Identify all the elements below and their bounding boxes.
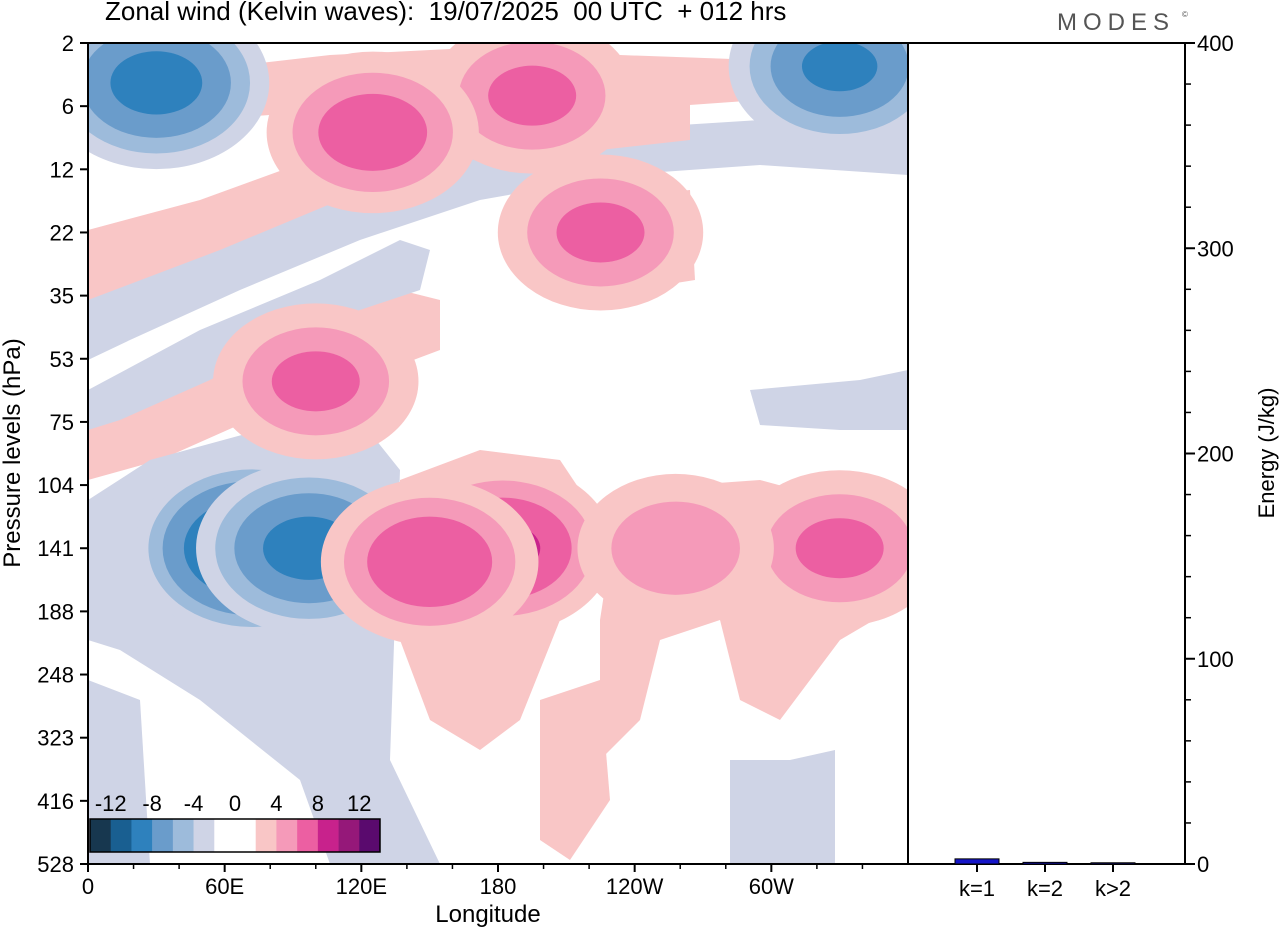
x-tick-label: 120E bbox=[336, 874, 387, 899]
y-axis-label: Pressure levels (hPa) bbox=[0, 338, 26, 567]
positive-anomaly-contour bbox=[271, 351, 360, 412]
energy-bar bbox=[1090, 862, 1136, 865]
energy-tick-label: 400 bbox=[1197, 31, 1234, 56]
colorbar-swatch bbox=[297, 819, 319, 852]
bar-category-label: k=2 bbox=[1027, 876, 1063, 901]
positive-anomaly-contour bbox=[795, 518, 884, 579]
y-tick-label: 53 bbox=[50, 347, 74, 372]
colorbar-swatch bbox=[276, 819, 298, 852]
y-tick-label: 75 bbox=[50, 410, 74, 435]
energy-tick-label: 300 bbox=[1197, 236, 1234, 261]
colorbar-swatch bbox=[214, 819, 236, 852]
positive-anomaly-contour bbox=[611, 501, 740, 595]
energy-bar-axes: 0 100 200 300 400 Energy (J/kg) k=1 k=2 k>2 bbox=[908, 31, 1279, 901]
brand-copyright-mark: © bbox=[1182, 10, 1188, 19]
energy-axis-label: Energy (J/kg) bbox=[1254, 388, 1279, 519]
y-tick-label: 141 bbox=[37, 536, 74, 561]
energy-tick-label: 200 bbox=[1197, 442, 1234, 467]
colorbar-swatch bbox=[131, 819, 153, 852]
positive-anomaly-contour bbox=[488, 65, 577, 126]
colorbar-swatch bbox=[152, 819, 174, 852]
contour-band bbox=[750, 370, 908, 430]
colorbar-swatch bbox=[235, 819, 257, 852]
bar-category-label: k=1 bbox=[959, 876, 995, 901]
x-tick-label: 120W bbox=[606, 874, 664, 899]
x-tick-label: 0 bbox=[82, 874, 94, 899]
colorbar-tick-label: 0 bbox=[229, 791, 241, 816]
colorbar-frame bbox=[89, 818, 381, 853]
colorbar-tick-label: 8 bbox=[312, 791, 324, 816]
y-tick-label: 323 bbox=[37, 726, 74, 751]
negative-anomaly-contour bbox=[110, 51, 203, 115]
colorbar-swatch bbox=[110, 819, 132, 852]
y-tick-label: 188 bbox=[37, 599, 74, 624]
positive-anomaly-contour bbox=[318, 93, 428, 171]
positive-anomaly-contour bbox=[556, 202, 645, 263]
colorbar-swatch bbox=[359, 819, 381, 852]
x-axis-label: Longitude bbox=[435, 901, 540, 928]
colorbar-tick-label: -8 bbox=[142, 791, 162, 816]
x-tick-label: 60W bbox=[749, 874, 794, 899]
negative-anomaly-contour bbox=[801, 43, 878, 92]
brand-logo: MODES bbox=[1057, 9, 1176, 36]
y-tick-label: 35 bbox=[50, 284, 74, 309]
chart-title: Zonal wind (Kelvin waves): 19/07/2025 00… bbox=[105, 0, 787, 26]
energy-bar bbox=[954, 858, 1000, 865]
colorbar-swatch bbox=[193, 819, 215, 852]
heatmap-field bbox=[88, 43, 908, 864]
y-tick-label: 22 bbox=[50, 220, 74, 245]
colorbar-tick-label: -12 bbox=[95, 791, 127, 816]
energy-tick-label: 0 bbox=[1197, 852, 1209, 877]
colorbar-swatch bbox=[172, 819, 194, 852]
y-tick-label: 104 bbox=[37, 473, 74, 498]
x-tick-label: 60E bbox=[205, 874, 244, 899]
y-tick-label: 12 bbox=[50, 157, 74, 182]
energy-bar bbox=[1022, 861, 1068, 865]
colorbar-swatch bbox=[255, 819, 277, 852]
contour-band bbox=[730, 750, 835, 864]
colorbar-swatch bbox=[338, 819, 360, 852]
bar-category-label: k>2 bbox=[1095, 876, 1131, 901]
colorbar-tick-label: 4 bbox=[270, 791, 282, 816]
x-tick-label: 180 bbox=[480, 874, 517, 899]
y-tick-label: 416 bbox=[37, 789, 74, 814]
colorbar-swatch bbox=[317, 819, 339, 852]
y-tick-label: 528 bbox=[37, 852, 74, 877]
y-tick-label: 248 bbox=[37, 663, 74, 688]
contour-band bbox=[540, 680, 610, 860]
colorbar-tick-label: -4 bbox=[184, 791, 204, 816]
colorbar-legend: -12 -8 -4 0 4 8 12 bbox=[89, 791, 381, 853]
energy-tick-label: 100 bbox=[1197, 647, 1234, 672]
y-tick-label: 6 bbox=[62, 94, 74, 119]
y-tick-label: 2 bbox=[62, 31, 74, 56]
contour-band bbox=[88, 680, 150, 864]
positive-anomaly-contour bbox=[367, 516, 493, 608]
energy-bars bbox=[954, 858, 1136, 865]
colorbar-swatch bbox=[90, 819, 112, 852]
colorbar-tick-label: 12 bbox=[347, 791, 371, 816]
